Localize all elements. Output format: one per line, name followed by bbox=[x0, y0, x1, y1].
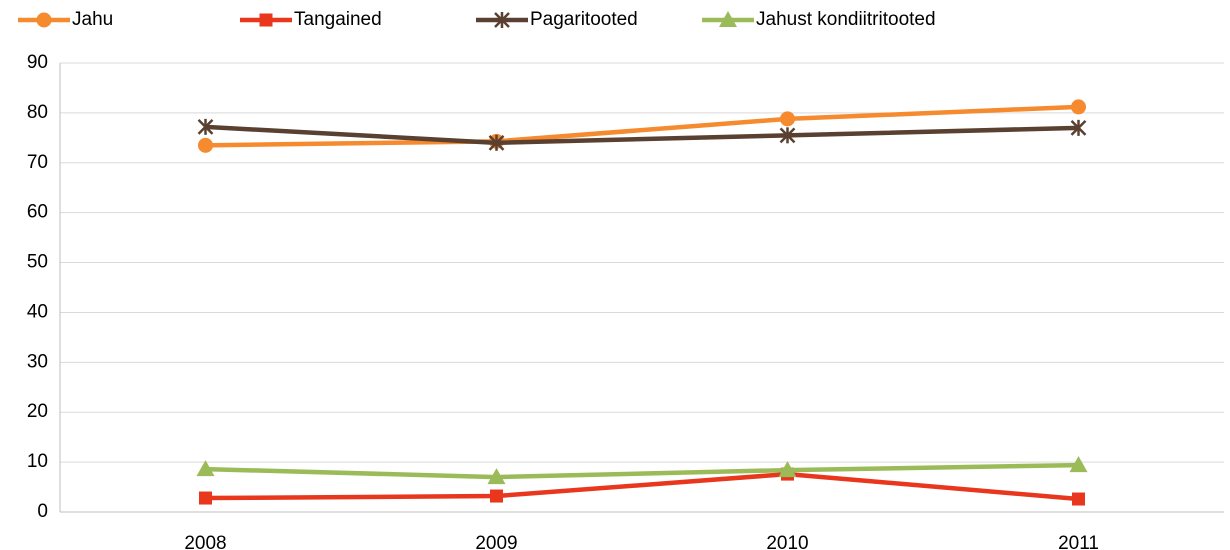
x-tick-label: 2010 bbox=[766, 533, 808, 550]
series-line bbox=[205, 104, 1079, 148]
marker bbox=[1070, 119, 1087, 136]
marker bbox=[488, 134, 505, 151]
marker bbox=[259, 13, 273, 27]
y-tick-label: 40 bbox=[27, 301, 48, 322]
marker-shape bbox=[1072, 492, 1085, 506]
marker-shape bbox=[780, 111, 795, 127]
y-tick-label: 20 bbox=[27, 401, 48, 422]
marker bbox=[494, 12, 510, 28]
marker-shape bbox=[36, 12, 52, 28]
marker bbox=[196, 460, 215, 477]
y-tick-label: 30 bbox=[27, 351, 48, 372]
marker bbox=[1071, 99, 1086, 115]
marker bbox=[36, 12, 52, 28]
marker bbox=[778, 461, 797, 478]
legend-item: Jahust kondiitritooted bbox=[702, 9, 936, 30]
marker-shape bbox=[259, 13, 273, 27]
x-tick-label: 2009 bbox=[475, 533, 517, 550]
y-tick-label: 60 bbox=[27, 202, 48, 223]
marker-shape bbox=[1069, 456, 1088, 473]
marker bbox=[197, 118, 214, 135]
legend-label: Tangained bbox=[294, 9, 382, 30]
marker-shape bbox=[196, 460, 215, 477]
y-tick-label: 50 bbox=[27, 252, 48, 273]
marker bbox=[198, 137, 213, 153]
legend-item: Pagaritooted bbox=[476, 9, 638, 30]
marker-shape bbox=[1071, 99, 1086, 115]
y-tick-label: 0 bbox=[37, 501, 48, 522]
marker-shape bbox=[490, 489, 503, 503]
marker-shape bbox=[719, 11, 737, 27]
legend-item: Jahu bbox=[18, 9, 113, 30]
x-tick-label: 2008 bbox=[184, 533, 226, 550]
y-tick-label: 10 bbox=[27, 451, 48, 472]
marker bbox=[719, 11, 737, 27]
marker-shape bbox=[199, 491, 212, 505]
marker bbox=[1069, 456, 1088, 473]
legend-item: Tangained bbox=[240, 9, 382, 30]
y-tick-label: 70 bbox=[27, 152, 48, 173]
marker-shape bbox=[198, 137, 213, 153]
y-tick-label: 80 bbox=[27, 102, 48, 123]
legend-label: Pagaritooted bbox=[530, 9, 638, 30]
x-tick-label: 2011 bbox=[1058, 533, 1099, 550]
series-line bbox=[205, 471, 1079, 502]
legend-label: Jahust kondiitritooted bbox=[756, 9, 936, 30]
series-line bbox=[205, 124, 1079, 146]
marker bbox=[487, 468, 506, 485]
y-tick-label: 90 bbox=[27, 52, 48, 73]
legend-label: Jahu bbox=[72, 9, 113, 30]
marker bbox=[780, 111, 795, 127]
marker bbox=[1072, 492, 1085, 506]
marker bbox=[779, 127, 796, 144]
marker-shape bbox=[487, 468, 506, 485]
marker-shape bbox=[778, 461, 797, 478]
series-line bbox=[205, 462, 1079, 480]
marker bbox=[199, 491, 212, 505]
marker bbox=[490, 489, 503, 503]
